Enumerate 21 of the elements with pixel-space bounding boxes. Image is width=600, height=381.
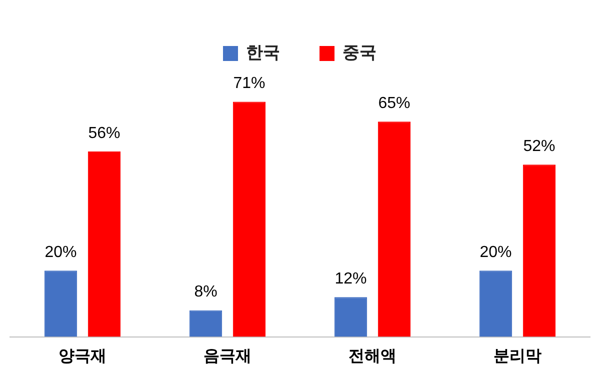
bar [522,164,556,337]
bar [44,270,78,337]
data-label: 65% [378,95,410,112]
legend-label: 중국 [342,43,376,62]
data-label: 20% [480,244,512,262]
data-label: 20% [44,244,77,262]
bar [378,122,411,337]
data-label: 56% [88,124,120,142]
x-tick-label: 음극재 [204,348,252,365]
x-tick-label: 전해액 [348,348,396,365]
legend-label: 한국 [246,43,280,62]
data-label: 8% [194,284,218,301]
data-label: 71% [233,75,266,92]
data-label: 52% [523,138,556,156]
bar [232,102,266,337]
bar [88,151,121,337]
data-label: 12% [334,270,367,288]
bar [334,297,368,337]
bar [189,310,222,337]
x-tick-label: 양극재 [58,348,106,365]
x-tick-label: 분리막 [494,348,542,365]
